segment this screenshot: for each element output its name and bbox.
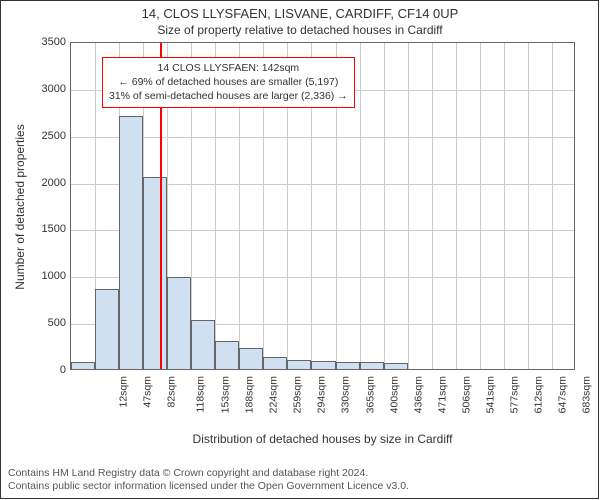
footer-line1: Contains HM Land Registry data © Crown c… — [8, 467, 409, 481]
histogram-bar — [71, 362, 95, 369]
footer-line2: Contains public sector information licen… — [8, 480, 409, 494]
gridline-v — [504, 43, 505, 369]
y-tick: 2500 — [32, 130, 66, 142]
gridline-v — [552, 43, 553, 369]
gridline-v — [384, 43, 385, 369]
x-tick: 82sqm — [166, 376, 178, 408]
x-axis-label: Distribution of detached houses by size … — [70, 432, 575, 446]
gridline-v — [480, 43, 481, 369]
gridline-v — [528, 43, 529, 369]
y-tick: 2000 — [32, 177, 66, 189]
x-tick: 188sqm — [244, 376, 256, 413]
histogram-bar — [360, 362, 384, 369]
x-tick: 153sqm — [220, 376, 232, 413]
y-tick: 0 — [32, 364, 66, 376]
x-tick: 294sqm — [316, 376, 328, 413]
x-tick: 506sqm — [460, 376, 472, 413]
annotation-box: 14 CLOS LLYSFAEN: 142sqm ← 69% of detach… — [102, 57, 355, 108]
histogram-bar — [336, 362, 360, 369]
gridline-v — [360, 43, 361, 369]
y-tick: 3500 — [32, 36, 66, 48]
histogram-bar — [239, 348, 263, 369]
x-tick: 577sqm — [508, 376, 520, 413]
gridline-v — [408, 43, 409, 369]
annotation-line2: ← 69% of detached houses are smaller (5,… — [109, 75, 348, 89]
histogram-bar — [311, 361, 335, 369]
x-tick: 400sqm — [388, 376, 400, 413]
y-tick: 500 — [32, 317, 66, 329]
histogram-bar — [215, 341, 239, 369]
histogram-bar — [287, 360, 311, 369]
x-tick: 224sqm — [268, 376, 280, 413]
x-tick: 365sqm — [364, 376, 376, 413]
histogram-bar — [119, 116, 143, 369]
annotation-line3: 31% of semi-detached houses are larger (… — [109, 89, 348, 103]
x-tick: 683sqm — [580, 376, 592, 413]
x-tick: 330sqm — [340, 376, 352, 413]
histogram-bar — [143, 177, 167, 369]
x-tick: 118sqm — [195, 376, 207, 413]
x-tick: 647sqm — [556, 376, 568, 413]
y-tick: 3000 — [32, 83, 66, 95]
histogram-bar — [95, 289, 119, 369]
x-tick: 436sqm — [412, 376, 424, 413]
gridline-h — [71, 137, 574, 138]
histogram-bar — [384, 363, 408, 369]
histogram-bar — [167, 277, 191, 369]
footer: Contains HM Land Registry data © Crown c… — [8, 467, 409, 494]
x-tick: 471sqm — [436, 376, 448, 413]
x-tick: 12sqm — [118, 376, 130, 408]
x-tick: 541sqm — [484, 376, 496, 413]
x-tick: 259sqm — [292, 376, 304, 413]
histogram-bar — [191, 320, 215, 369]
y-tick: 1000 — [32, 270, 66, 282]
y-axis-label: Number of detached properties — [13, 117, 27, 297]
gridline-v — [456, 43, 457, 369]
annotation-line1: 14 CLOS LLYSFAEN: 142sqm — [109, 61, 348, 75]
x-tick: 612sqm — [532, 376, 544, 413]
y-tick: 1500 — [32, 223, 66, 235]
histogram-bar — [263, 357, 287, 369]
x-tick: 47sqm — [142, 376, 154, 408]
gridline-v — [432, 43, 433, 369]
